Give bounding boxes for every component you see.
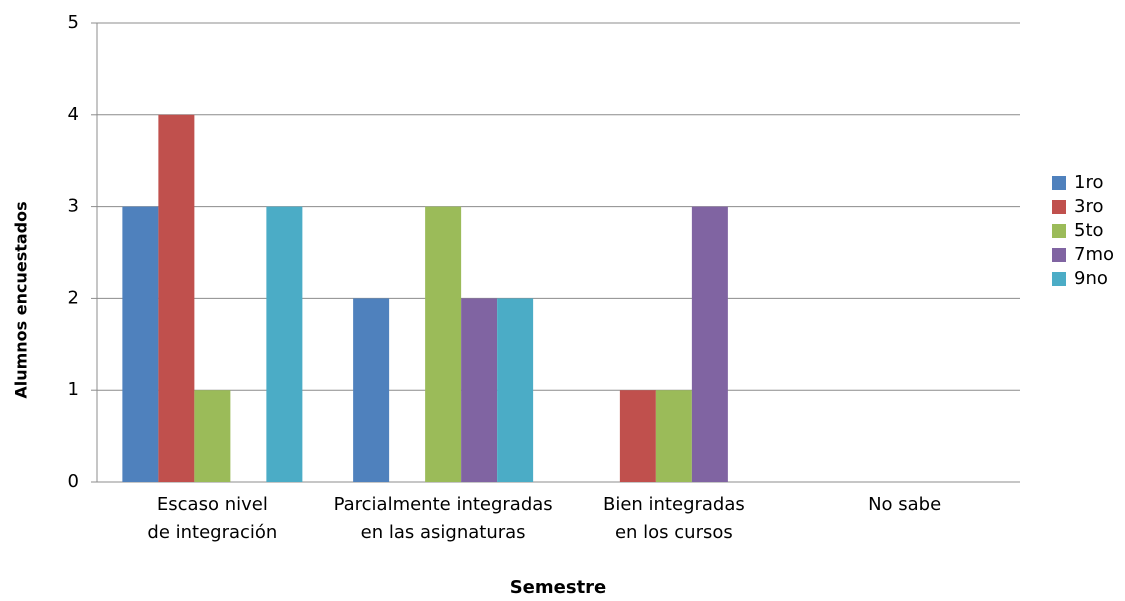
legend-swatch	[1052, 272, 1066, 286]
bar	[266, 206, 303, 482]
y-tick-label: 2	[68, 287, 79, 308]
bar	[497, 298, 534, 482]
y-tick-label: 3	[68, 196, 79, 217]
y-tick-label: 1	[68, 379, 79, 400]
y-tick-label: 5	[68, 12, 79, 33]
bar	[158, 114, 195, 483]
legend-swatch	[1052, 248, 1066, 262]
y-axis-label: Alumnos encuestados	[12, 201, 31, 398]
x-tick-label: No sabe	[868, 494, 941, 515]
bar	[425, 206, 462, 482]
legend-label: 9no	[1074, 268, 1108, 289]
bar	[461, 298, 498, 482]
legend-label: 5to	[1074, 220, 1104, 241]
bar	[655, 390, 692, 482]
legend-label: 7mo	[1074, 244, 1114, 265]
legend-label: 3ro	[1074, 196, 1103, 217]
y-tick-label: 0	[68, 471, 79, 492]
bar	[194, 390, 231, 482]
x-tick-label: en las asignaturas	[361, 522, 526, 543]
legend-swatch	[1052, 176, 1066, 190]
x-tick-label: Escaso nivel	[157, 494, 268, 515]
bar	[353, 298, 390, 482]
legend-label: 1ro	[1074, 172, 1103, 193]
legend-swatch	[1052, 224, 1066, 238]
bar	[619, 390, 656, 482]
bar	[691, 206, 728, 482]
y-tick-label: 4	[68, 104, 79, 125]
x-tick-label: de integración	[147, 522, 277, 543]
bar	[122, 206, 159, 482]
legend-swatch	[1052, 200, 1066, 214]
x-tick-label: Bien integradas	[603, 494, 745, 515]
x-tick-label: en los cursos	[615, 522, 733, 543]
x-tick-label: Parcialmente integradas	[334, 494, 553, 515]
x-axis-label: Semestre	[510, 577, 607, 598]
